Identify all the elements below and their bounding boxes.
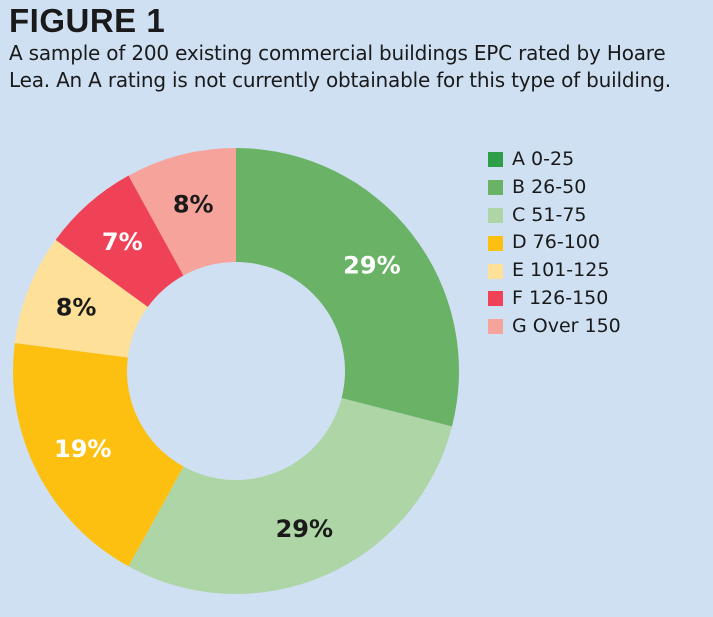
- figure-caption: A sample of 200 existing commercial buil…: [9, 41, 671, 92]
- legend-swatch-f: [488, 291, 503, 307]
- slice-label-c: 29%: [276, 515, 333, 543]
- slice-label-e: 8%: [56, 294, 97, 322]
- donut-slice-d: [12, 343, 184, 567]
- legend-swatch-g: [488, 319, 503, 335]
- donut-slice-g: [128, 148, 236, 276]
- legend-item-a: A 0-25: [488, 146, 621, 174]
- legend-label-c: C 51-75: [512, 203, 587, 226]
- legend-item-d: D 76-100: [488, 229, 621, 257]
- donut-slice-c: [128, 398, 452, 594]
- slice-label-g: 8%: [173, 190, 214, 218]
- legend-item-c: C 51-75: [488, 202, 621, 230]
- legend-label-e: E 101-125: [512, 259, 610, 282]
- figure-title: FIGURE 1: [9, 2, 166, 39]
- donut-slice-b: [236, 148, 459, 427]
- slice-label-b: 29%: [343, 252, 400, 280]
- donut-slices: [12, 148, 459, 594]
- donut-slice-e: [14, 239, 148, 358]
- legend-swatch-b: [488, 180, 503, 196]
- slice-label-f: 7%: [102, 228, 143, 256]
- legend-swatch-a: [488, 152, 503, 168]
- legend-label-b: B 26-50: [512, 175, 587, 198]
- legend-item-e: E 101-125: [488, 257, 621, 285]
- donut-slice-f: [55, 175, 184, 307]
- legend-item-g: G Over 150: [488, 313, 621, 341]
- legend-label-a: A 0-25: [512, 148, 575, 170]
- legend-label-d: D 76-100: [512, 231, 600, 254]
- legend-swatch-d: [488, 235, 503, 251]
- legend-item-b: B 26-50: [488, 174, 621, 202]
- legend-label-f: F 126-150: [512, 286, 609, 309]
- donut-slice-labels: 29% 29% 19% 8% 7% 8%: [54, 190, 401, 542]
- chart-legend: A 0-25 B 26-50 C 51-75 D 76-100 E 101-125 F 1…: [488, 146, 621, 341]
- legend-item-f: F 126-150: [488, 285, 621, 313]
- legend-label-g: G Over 150: [512, 314, 621, 337]
- legend-swatch-c: [488, 207, 503, 223]
- legend-swatch-e: [488, 263, 503, 279]
- slice-label-d: 19%: [54, 435, 111, 463]
